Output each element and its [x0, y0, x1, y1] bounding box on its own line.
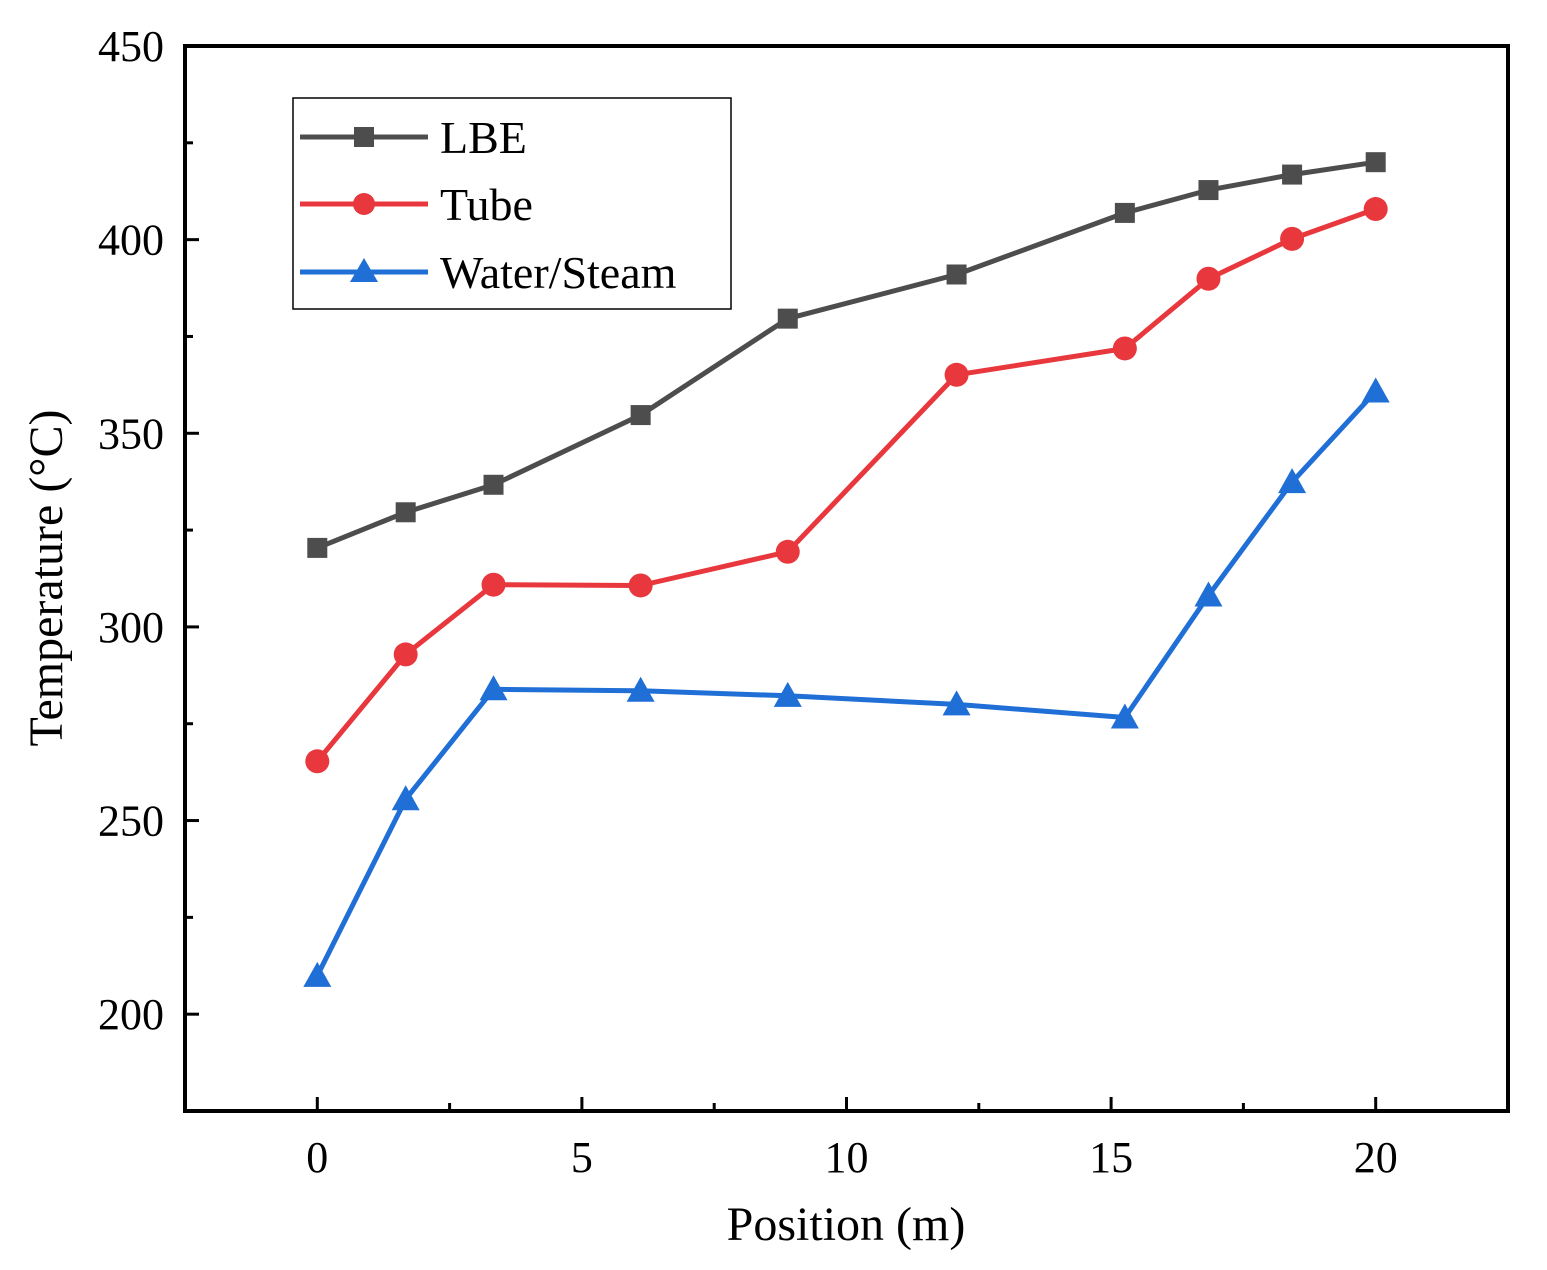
series-lbe — [307, 152, 1386, 558]
data-point-tube — [1196, 266, 1221, 291]
legend-item-water-steam: Water/Steam — [300, 247, 677, 298]
data-point-lbe — [777, 308, 798, 329]
data-point-tube — [944, 362, 969, 387]
y-tick-label: 300 — [98, 603, 164, 652]
data-point-lbe — [1365, 152, 1386, 173]
data-point-lbe — [307, 537, 328, 558]
x-tick-label: 5 — [571, 1133, 593, 1182]
data-point-tube — [628, 573, 653, 598]
data-point-water-steam — [773, 681, 802, 707]
data-point-lbe — [483, 474, 504, 495]
data-point-water-steam — [391, 785, 420, 811]
legend-item-tube: Tube — [300, 179, 533, 230]
series-line-lbe — [316, 159, 1377, 551]
legend-square-icon — [354, 127, 374, 147]
y-axis-title: Temperature (°C) — [20, 409, 73, 746]
y-tick-label: 400 — [98, 216, 164, 265]
legend-label-tube: Tube — [440, 179, 533, 230]
x-tick-label: 20 — [1354, 1133, 1398, 1182]
x-tick-label: 0 — [306, 1133, 328, 1182]
x-axis-title: Position (m) — [727, 1198, 966, 1251]
data-point-water-steam — [1194, 581, 1223, 607]
data-point-water-steam — [1361, 377, 1390, 403]
legend-label-water-steam: Water/Steam — [440, 247, 677, 298]
series-water-steam — [303, 377, 1390, 987]
data-point-water-steam — [479, 675, 508, 701]
legend-item-lbe: LBE — [300, 112, 527, 163]
data-point-lbe — [1198, 180, 1219, 201]
legend-label-lbe: LBE — [440, 112, 527, 163]
y-tick-label: 450 — [98, 22, 164, 71]
data-point-tube — [1280, 226, 1305, 251]
axis-ticks: 0 5 10 15 20 200 250 300 350 400 450 — [98, 22, 1398, 1182]
legend-circle-icon — [353, 193, 375, 215]
data-point-tube — [1112, 336, 1137, 361]
data-point-lbe — [946, 264, 967, 285]
series-layer — [303, 152, 1390, 987]
data-point-tube — [305, 749, 330, 774]
data-point-tube — [393, 642, 418, 667]
x-tick-label: 15 — [1089, 1133, 1133, 1182]
data-point-tube — [775, 539, 800, 564]
data-point-tube — [1363, 197, 1388, 222]
y-tick-label: 350 — [98, 409, 164, 458]
x-tick-label: 10 — [825, 1133, 869, 1182]
data-point-water-steam — [626, 676, 655, 702]
y-tick-label: 250 — [98, 797, 164, 846]
legend: LBE Tube Water/Steam — [292, 97, 732, 310]
data-point-water-steam — [303, 961, 332, 987]
data-point-lbe — [1282, 164, 1303, 185]
data-point-water-steam — [942, 690, 971, 716]
data-point-lbe — [395, 502, 416, 523]
series-line-tube — [315, 206, 1377, 763]
y-tick-label: 200 — [98, 990, 164, 1039]
data-point-lbe — [1114, 202, 1135, 223]
series-tube — [305, 197, 1388, 774]
series-line-water-steam — [315, 389, 1378, 977]
data-point-tube — [481, 572, 506, 597]
legend-triangle-icon — [350, 258, 378, 282]
data-point-lbe — [630, 405, 651, 426]
data-point-water-steam — [1278, 468, 1307, 494]
data-point-water-steam — [1110, 703, 1139, 729]
